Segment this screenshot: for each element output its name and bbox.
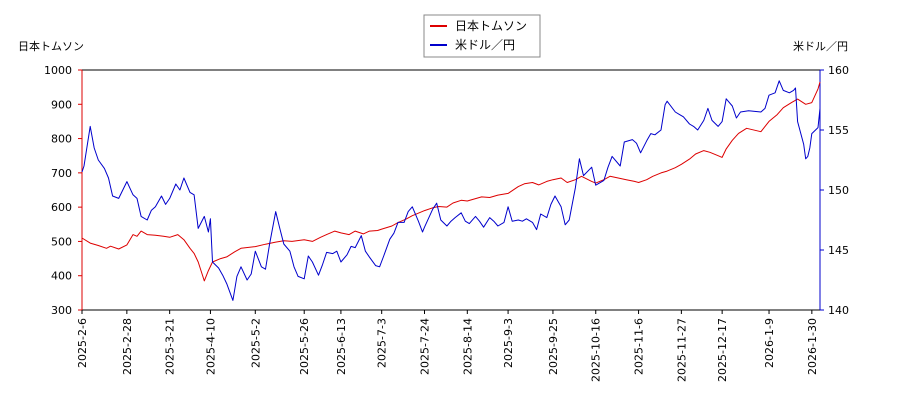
right-tick-label: 150: [828, 184, 849, 197]
x-tick-label: 2025-2-6: [76, 318, 89, 368]
left-tick-label: 700: [51, 167, 72, 180]
legend-label-nihon-thompson: 日本トムソン: [455, 19, 527, 33]
left-tick-label: 300: [51, 304, 72, 317]
x-tick-label: 2025-11-6: [633, 318, 646, 375]
right-tick-label: 145: [828, 244, 849, 257]
series-line-nihon-thompson: [81, 81, 821, 282]
x-tick-label: 2025-6-13: [335, 318, 348, 375]
x-tick-label: 2025-9-3: [502, 318, 515, 368]
x-tick-label: 2025-3-21: [164, 318, 177, 375]
x-tick-label: 2025-5-26: [298, 318, 311, 375]
right-axis-label: 米ドル／円: [793, 40, 848, 53]
series-line-usd-jpy: [81, 80, 821, 301]
left-tick-label: 900: [51, 98, 72, 111]
series-layer: [81, 80, 821, 301]
left-tick-label: 600: [51, 201, 72, 214]
x-axis: 2025-2-6 2025-2-28 2025-3-21 2025-4-10 2025-…: [76, 310, 819, 382]
right-axis: 140 145 150 155 160: [819, 64, 849, 317]
legend: 日本トムソン 米ドル／円: [423, 14, 541, 58]
x-tick-label: 2025-12-17: [716, 318, 729, 382]
plot-area: [81, 69, 821, 311]
right-tick-label: 160: [828, 64, 849, 77]
x-tick-label: 2025-10-16: [590, 318, 603, 382]
x-tick-label: 2026-1-30: [806, 318, 819, 375]
left-tick-label: 400: [51, 270, 72, 283]
left-axis: 300 400 500 600 700 800 900 1000: [44, 64, 83, 317]
x-tick-label: 2025-5-2: [249, 318, 262, 368]
x-tick-label: 2025-9-25: [547, 318, 560, 375]
x-tick-label: 2025-2-28: [121, 318, 134, 375]
x-tick-label: 2025-11-27: [675, 318, 688, 382]
legend-label-usd-jpy: 米ドル／円: [455, 38, 515, 52]
right-tick-label: 140: [828, 304, 849, 317]
left-tick-label: 800: [51, 133, 72, 146]
x-tick-label: 2025-7-3: [376, 318, 389, 368]
x-tick-label: 2026-1-9: [763, 318, 776, 368]
x-tick-label: 2025-4-10: [204, 318, 217, 375]
left-axis-label: 日本トムソン: [18, 39, 84, 53]
legend-box: [423, 14, 541, 58]
x-tick-label: 2025-7-24: [418, 318, 431, 375]
x-tick-label: 2025-8-14: [461, 318, 474, 375]
right-tick-label: 155: [828, 124, 849, 137]
left-tick-label: 1000: [44, 64, 72, 77]
left-tick-label: 500: [51, 235, 72, 248]
